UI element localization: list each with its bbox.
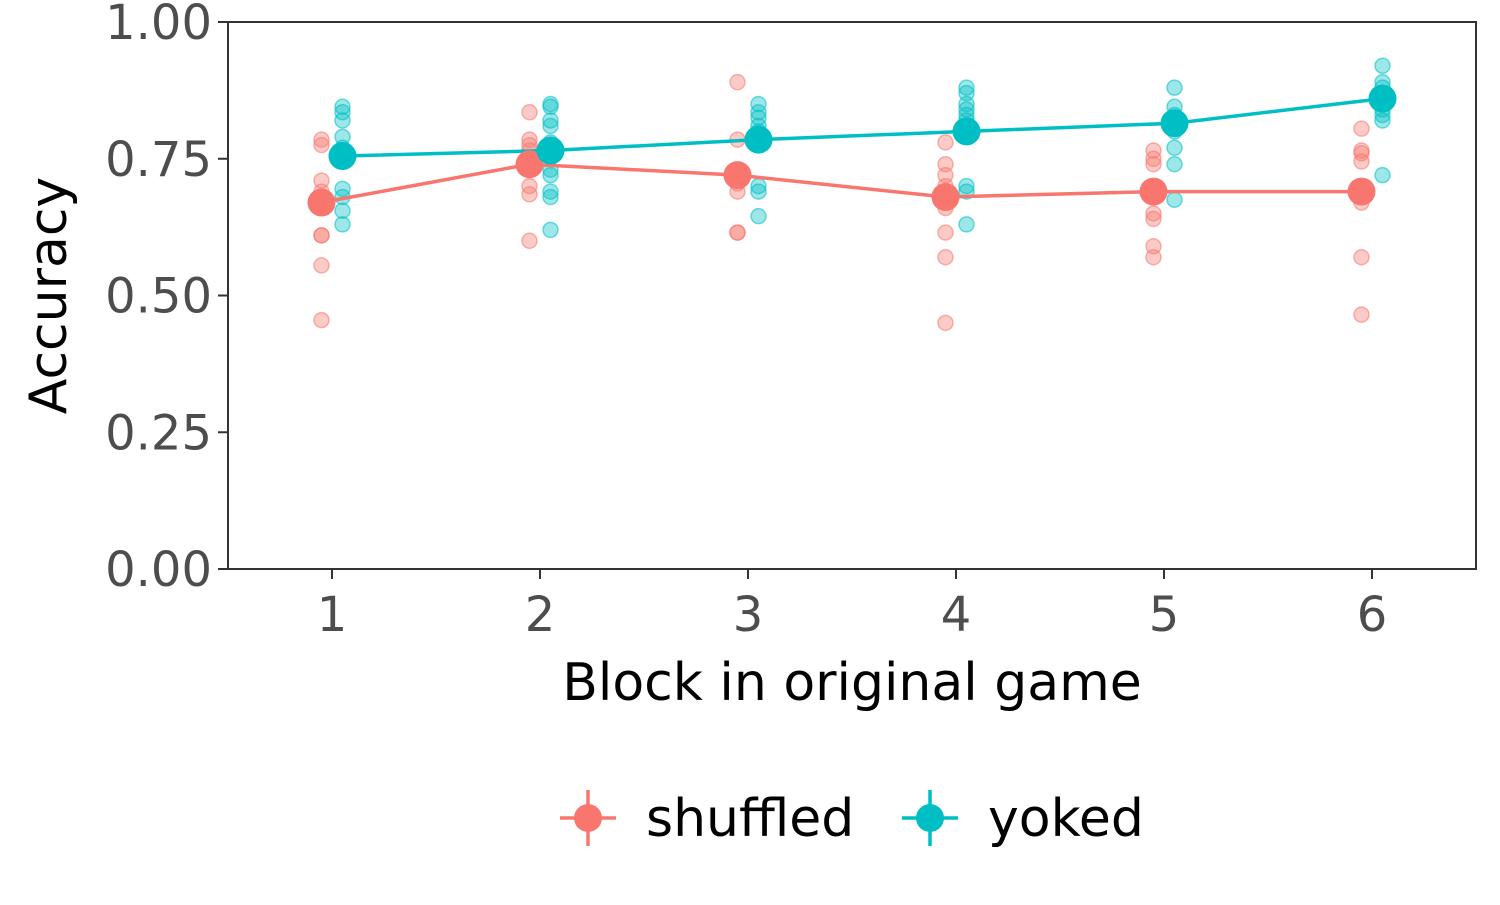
y-tick-label: 0.50 (105, 269, 212, 325)
raw-point-shuffled (937, 248, 954, 266)
raw-point-yoked (1374, 57, 1391, 75)
raw-point-yoked (958, 79, 975, 96)
mean-point-yoked (744, 125, 773, 154)
raw-point-yoked (1166, 139, 1183, 157)
raw-point-yoked (1374, 166, 1391, 184)
raw-point-yoked (1166, 155, 1183, 173)
mean-point-yoked (536, 136, 565, 165)
x-tick-label: 3 (733, 587, 764, 643)
raw-point-shuffled (521, 232, 538, 250)
raw-point-yoked (542, 166, 559, 184)
x-tick-label: 2 (525, 587, 556, 643)
panel-border (227, 21, 1477, 570)
raw-point-shuffled (1353, 120, 1370, 137)
raw-point-yoked (542, 117, 559, 135)
raw-point-yoked (1374, 112, 1391, 129)
mean-point-shuffled (1139, 177, 1168, 206)
axes-layer: 0.00 0.25 0.50 0.75 1.00 1 2 3 4 5 6 (105, 0, 1387, 643)
raw-point-yoked (542, 98, 559, 116)
raw-point-shuffled (313, 136, 330, 154)
raw-point-shuffled (1145, 248, 1162, 266)
mean-points-layer (307, 84, 1397, 217)
raw-point-shuffled (937, 134, 954, 151)
mean-line-yoked (342, 96, 1383, 158)
y-axis-title: Accuracy (19, 177, 79, 414)
raw-point-shuffled (937, 224, 954, 241)
raw-point-shuffled (521, 104, 538, 121)
plot-panel (227, 21, 1477, 570)
raw-point-shuffled (313, 257, 330, 274)
raw-point-yoked (334, 98, 351, 116)
raw-point-shuffled (729, 73, 746, 91)
raw-point-shuffled (1353, 306, 1370, 323)
x-axis-title: Block in original game (562, 653, 1142, 713)
mean-point-yoked (1160, 109, 1189, 138)
raw-point-shuffled (1145, 150, 1162, 167)
legend-label-yoked: yoked (988, 789, 1144, 849)
raw-point-yoked (334, 216, 351, 233)
y-tick-label: 1.00 (105, 0, 212, 51)
raw-point-yoked (542, 188, 559, 206)
raw-point-yoked (1166, 191, 1183, 209)
raw-point-shuffled (313, 311, 330, 329)
x-tick-label: 6 (1357, 587, 1388, 643)
x-tick-label: 4 (941, 587, 972, 643)
mean-point-shuffled (307, 188, 336, 217)
raw-point-shuffled (521, 186, 538, 203)
mean-point-shuffled (931, 183, 960, 212)
raw-point-shuffled (1353, 153, 1370, 170)
raw-point-shuffled (313, 131, 330, 148)
raw-point-shuffled (937, 314, 954, 332)
raw-point-yoked (958, 216, 975, 233)
mean-point-shuffled (1347, 177, 1376, 206)
raw-points-layer (313, 57, 1391, 332)
raw-point-yoked (750, 104, 767, 121)
legend: shuffled yoked (560, 789, 1144, 849)
mean-point-shuffled (515, 150, 544, 179)
raw-point-yoked (542, 183, 559, 200)
y-tick-label: 0.25 (105, 405, 212, 461)
raw-point-yoked (334, 112, 351, 129)
raw-point-yoked (750, 207, 767, 225)
mean-point-yoked (952, 117, 981, 146)
raw-point-yoked (958, 177, 975, 195)
mean-point-yoked (1368, 84, 1397, 113)
raw-point-yoked (750, 183, 767, 200)
legend-key-point-yoked (916, 804, 944, 832)
legend-key-point-shuffled (574, 804, 602, 832)
x-tick-label: 5 (1149, 587, 1180, 643)
mean-point-shuffled (723, 161, 752, 190)
raw-point-shuffled (1353, 248, 1370, 266)
x-tick-label: 1 (317, 587, 348, 643)
raw-point-yoked (542, 112, 559, 129)
legend-label-shuffled: shuffled (646, 789, 854, 849)
y-tick-label: 0.75 (105, 132, 212, 188)
raw-point-yoked (334, 202, 351, 219)
mean-lines-layer (321, 96, 1383, 205)
raw-point-shuffled (1145, 210, 1162, 228)
raw-point-yoked (1166, 79, 1183, 96)
raw-point-yoked (542, 221, 559, 239)
raw-point-shuffled (729, 224, 746, 241)
raw-point-shuffled (1145, 155, 1162, 173)
mean-point-yoked (328, 142, 357, 171)
raw-point-shuffled (1145, 205, 1162, 222)
raw-point-shuffled (313, 227, 330, 244)
mean-line-shuffled (321, 162, 1362, 205)
y-tick-label: 0.00 (105, 542, 212, 598)
